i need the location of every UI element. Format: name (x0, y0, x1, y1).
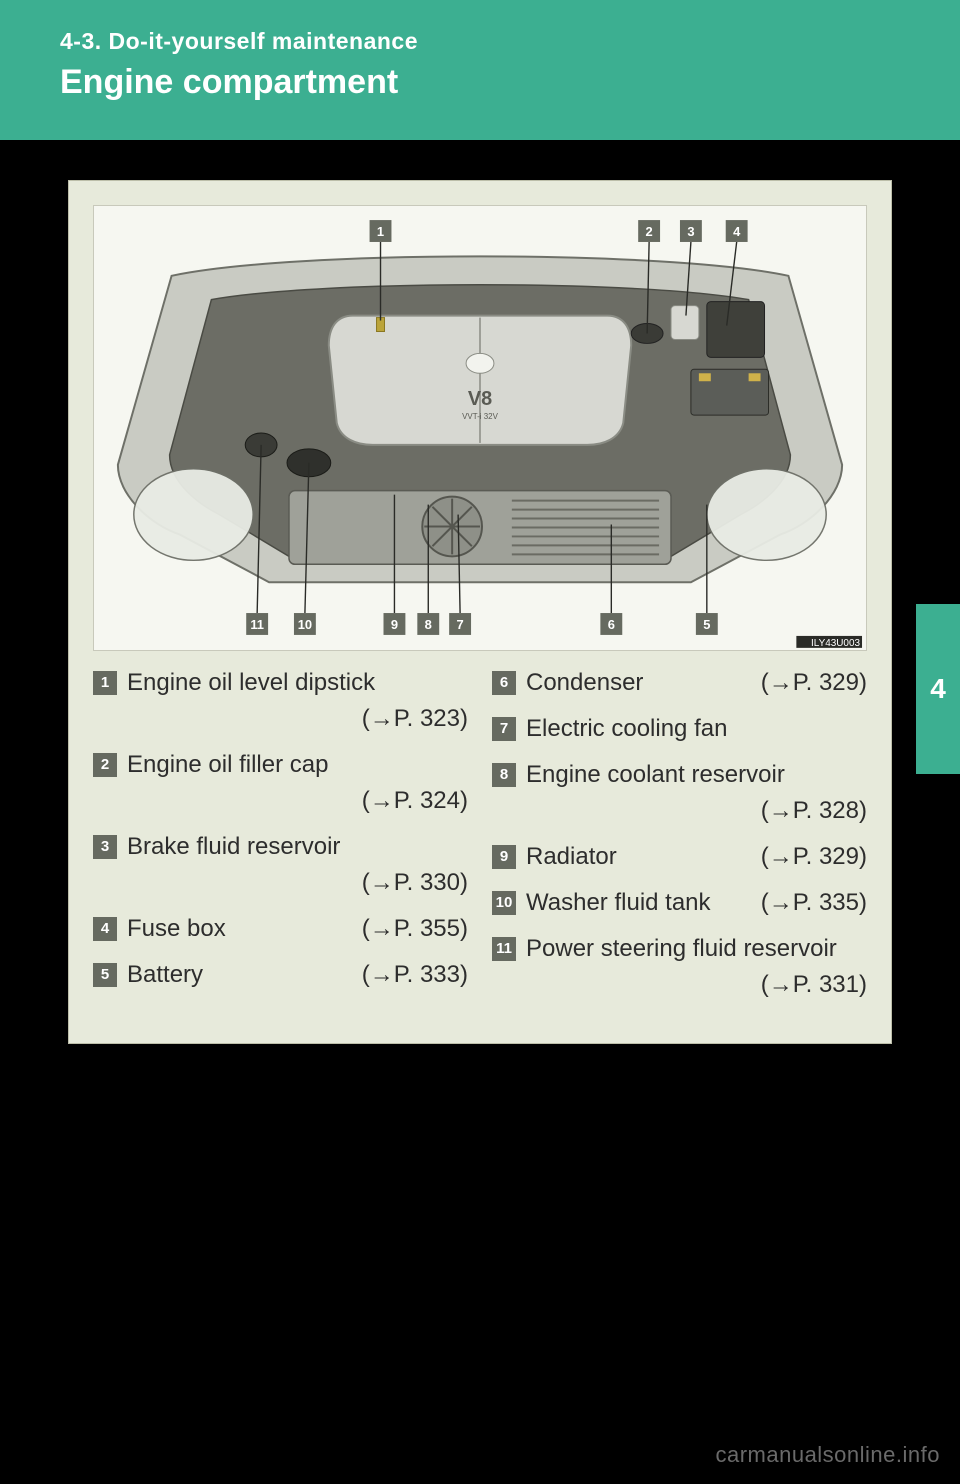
svg-text:11: 11 (250, 617, 264, 632)
legend-item-label: Battery (127, 957, 203, 993)
legend-item: 8 Engine coolant reservoir(→P. 328) (492, 757, 867, 829)
svg-text:8: 8 (425, 617, 432, 632)
legend-item: 9 Radiator (→P. 329) (492, 839, 867, 875)
content-area: V8 VVT-i 32V ILY43U003 1 2 3 4 11 10 9 8 7 6 5 1 Engin… (0, 140, 960, 1044)
legend-item: 2 Engine oil filler cap(→P. 324) (93, 747, 468, 819)
svg-text:VVT-i 32V: VVT-i 32V (462, 412, 498, 421)
legend-item-label: Condenser (526, 665, 643, 701)
legend-item-number: 2 (93, 753, 117, 777)
legend-item-number: 5 (93, 963, 117, 987)
legend-item: 10 Washer fluid tank (→P. 335) (492, 885, 867, 921)
page-header: 4-3. Do-it-yourself maintenance Engine c… (0, 0, 960, 140)
legend-item-number: 6 (492, 671, 516, 695)
legend-item: 3 Brake fluid reservoir(→P. 330) (93, 829, 468, 901)
legend-item-label: Engine oil level dipstick (127, 665, 375, 701)
svg-text:2: 2 (646, 224, 653, 239)
svg-text:ILY43U003: ILY43U003 (811, 638, 860, 649)
svg-text:6: 6 (608, 617, 615, 632)
legend-item-body: Brake fluid reservoir(→P. 330) (127, 829, 468, 901)
legend-item-ref: (→P. 355) (362, 911, 468, 947)
legend-item-ref: (→P. 329) (761, 839, 867, 875)
legend-item-number: 9 (492, 845, 516, 869)
legend-item: 4 Fuse box (→P. 355) (93, 911, 468, 947)
legend-item-body: Condenser (→P. 329) (526, 665, 867, 701)
engine-diagram: V8 VVT-i 32V ILY43U003 1 2 3 4 11 10 9 8 7 6 5 (93, 205, 867, 651)
chapter-tab-label: 4 (930, 673, 946, 705)
legend-item-label: Engine oil filler cap (127, 747, 328, 783)
legend-item-number: 4 (93, 917, 117, 941)
svg-text:1: 1 (377, 224, 384, 239)
chapter-tab: 4 (916, 604, 960, 774)
legend-item-body: Electric cooling fan (526, 711, 867, 747)
legend-item-body: Power steering fluid reservoir(→P. 331) (526, 931, 867, 1003)
legend-item-label: Engine coolant reservoir (526, 757, 785, 793)
svg-text:9: 9 (391, 617, 398, 632)
legend-item: 6 Condenser (→P. 329) (492, 665, 867, 701)
legend-item-ref: (→P. 333) (362, 957, 468, 993)
legend-item-ref: (→P. 330) (127, 865, 468, 901)
legend-item-label: Radiator (526, 839, 617, 875)
legend-item-body: Fuse box (→P. 355) (127, 911, 468, 947)
legend-item: 11 Power steering fluid reservoir(→P. 331… (492, 931, 867, 1003)
legend-left-column: 1 Engine oil level dipstick(→P. 323) 2 Engi… (93, 655, 480, 1003)
svg-text:4: 4 (733, 224, 741, 239)
legend-item-body: Engine coolant reservoir(→P. 328) (526, 757, 867, 829)
legend-item-label: Electric cooling fan (526, 711, 727, 747)
legend-item-body: Radiator (→P. 329) (526, 839, 867, 875)
svg-text:10: 10 (298, 617, 312, 632)
legend-item-number: 7 (492, 717, 516, 741)
section-number: 4-3. Do-it-yourself maintenance (60, 28, 900, 55)
legend-right-column: 6 Condenser (→P. 329) 7 Electric cooling fan… (480, 655, 867, 1003)
legend-item-label: Washer fluid tank (526, 885, 711, 921)
legend-item-ref: (→P. 331) (526, 967, 867, 1003)
legend-item-label: Fuse box (127, 911, 226, 947)
legend-item-number: 11 (492, 937, 516, 961)
legend-item: 5 Battery (→P. 333) (93, 957, 468, 993)
watermark: carmanualsonline.info (715, 1442, 940, 1468)
legend-item-number: 8 (492, 763, 516, 787)
legend-item-number: 10 (492, 891, 516, 915)
svg-text:7: 7 (457, 617, 464, 632)
engine-diagram-svg: V8 VVT-i 32V ILY43U003 1 2 3 4 11 10 9 8 7 6 5 (94, 206, 866, 650)
legend-item-body: Battery (→P. 333) (127, 957, 468, 993)
svg-text:3: 3 (687, 224, 694, 239)
legend: 1 Engine oil level dipstick(→P. 323) 2 Engi… (93, 655, 867, 1003)
legend-item-ref: (→P. 329) (761, 665, 867, 701)
legend-item-ref: (→P. 323) (127, 701, 468, 737)
legend-item-label: Brake fluid reservoir (127, 829, 340, 865)
panel: V8 VVT-i 32V ILY43U003 1 2 3 4 11 10 9 8 7 6 5 1 Engin… (68, 180, 892, 1044)
legend-item-number: 3 (93, 835, 117, 859)
legend-item: 7 Electric cooling fan (492, 711, 867, 747)
legend-item-ref: (→P. 328) (526, 793, 867, 829)
legend-item-label: Power steering fluid reservoir (526, 931, 837, 967)
svg-text:5: 5 (703, 617, 710, 632)
legend-item-ref: (→P. 324) (127, 783, 468, 819)
legend-item-body: Washer fluid tank (→P. 335) (526, 885, 867, 921)
legend-item: 1 Engine oil level dipstick(→P. 323) (93, 665, 468, 737)
legend-item-ref: (→P. 335) (761, 885, 867, 921)
legend-item-body: Engine oil filler cap(→P. 324) (127, 747, 468, 819)
page-title: Engine compartment (60, 63, 900, 102)
legend-item-body: Engine oil level dipstick(→P. 323) (127, 665, 468, 737)
legend-item-number: 1 (93, 671, 117, 695)
svg-text:V8: V8 (468, 388, 492, 410)
